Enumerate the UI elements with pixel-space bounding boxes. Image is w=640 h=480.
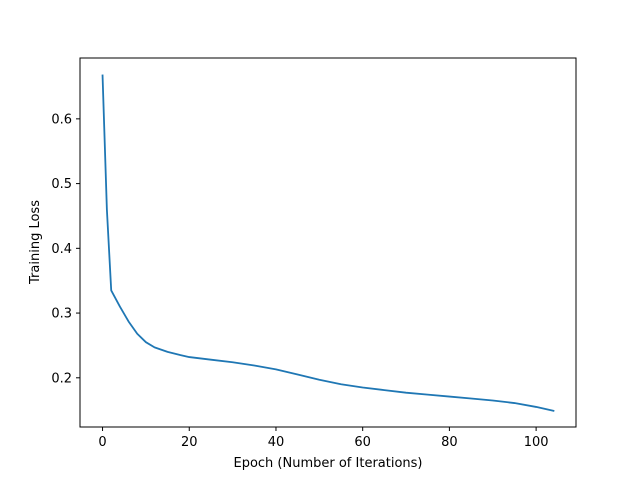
y-tick-label: 0.6 [51, 112, 72, 127]
x-tick-label: 0 [98, 435, 106, 450]
x-tick-label: 60 [354, 435, 371, 450]
training-loss-line [101, 74, 555, 412]
y-axis-label: Training Loss [28, 200, 43, 285]
x-axis-label: Epoch (Number of Iterations) [233, 456, 422, 471]
x-tick-label: 100 [524, 435, 549, 450]
x-tick-label: 20 [181, 435, 198, 450]
y-axis-ticks: 0.2 0.3 0.4 0.5 0.6 [51, 112, 80, 386]
y-tick-label: 0.5 [51, 177, 72, 192]
x-tick-label: 40 [268, 435, 285, 450]
x-axis-ticks: 0 20 40 60 80 100 [98, 427, 549, 450]
x-tick-label: 80 [441, 435, 458, 450]
y-tick-label: 0.4 [51, 242, 72, 257]
y-tick-label: 0.3 [51, 307, 72, 322]
series-layer [101, 74, 555, 412]
y-tick-label: 0.2 [51, 371, 72, 386]
plot-area [79, 57, 577, 428]
